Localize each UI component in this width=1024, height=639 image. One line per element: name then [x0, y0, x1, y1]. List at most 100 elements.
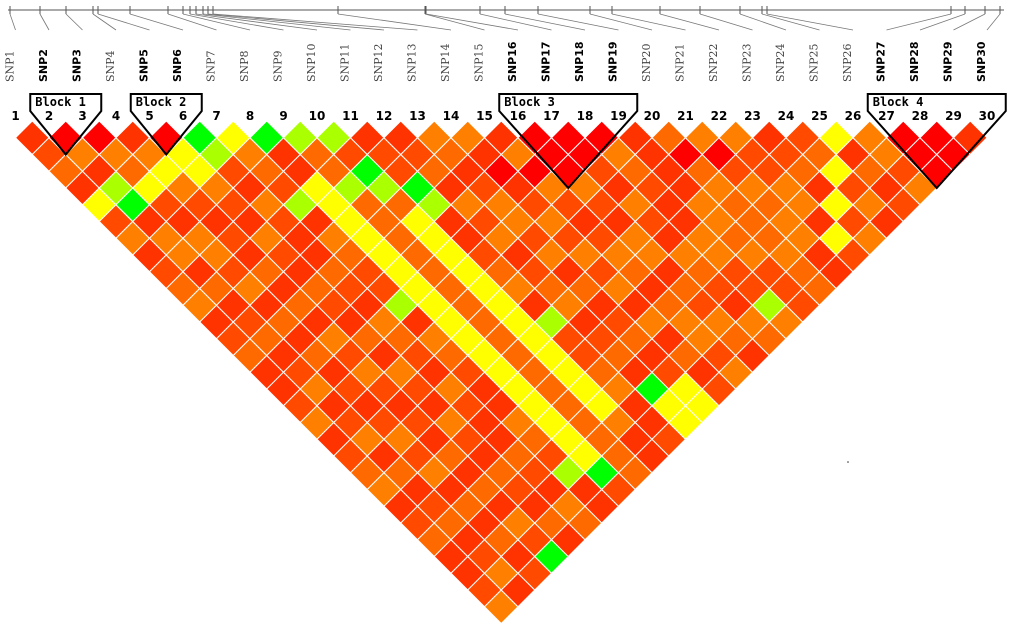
position-connector-13: [212, 13, 418, 31]
snp-index-14: 14: [443, 109, 460, 123]
position-connector-18: [504, 13, 586, 31]
position-connector-23: [699, 13, 753, 31]
snp-name-22: SNP22: [707, 43, 720, 82]
snp-name-9: SNP9: [272, 50, 285, 82]
snp-name-24: SNP24: [774, 43, 787, 82]
snp-index-21: 21: [677, 109, 694, 123]
snp-index-15: 15: [476, 109, 493, 123]
position-connector-9: [189, 13, 284, 31]
position-connector-8: [182, 13, 251, 31]
position-connector-29: [953, 13, 986, 31]
position-connector-24: [739, 13, 787, 31]
snp-index-2: 2: [45, 109, 53, 123]
snp-name-6: SNP6: [171, 49, 184, 82]
position-connector-26: [766, 13, 854, 31]
position-connector-19: [537, 13, 619, 31]
block-outline-1: [29, 93, 103, 157]
snp-index-22: 22: [711, 109, 728, 123]
snp-index-30: 30: [979, 109, 996, 123]
snp-index-29: 29: [945, 109, 962, 123]
snp-position-ticks: [8, 6, 1004, 31]
position-connector-21: [611, 13, 686, 31]
snp-index-8: 8: [246, 109, 254, 123]
snp-index-19: 19: [610, 109, 627, 123]
position-connector-6: [129, 13, 184, 31]
snp-name-23: SNP23: [741, 43, 754, 82]
snp-name-5: SNP5: [138, 49, 151, 82]
position-connector-3: [65, 13, 83, 31]
snp-index-1: 1: [11, 109, 19, 123]
snp-index-12: 12: [376, 109, 393, 123]
block-label-4: Block 4: [873, 95, 924, 109]
snp-index-26: 26: [845, 109, 862, 123]
snp-name-11: SNP11: [339, 43, 352, 82]
position-connector-2: [39, 13, 50, 31]
snp-index-25: 25: [811, 109, 828, 123]
snp-index-16: 16: [510, 109, 527, 123]
snp-name-17: SNP17: [540, 42, 553, 83]
snp-index-9: 9: [279, 109, 287, 123]
block-outline-3: [498, 93, 639, 190]
snp-index-7: 7: [212, 109, 220, 123]
position-connector-11: [202, 13, 351, 31]
position-connector-10: [195, 13, 318, 31]
snp-index-3: 3: [78, 109, 86, 123]
position-connector-25: [761, 13, 820, 31]
snp-name-2: SNP2: [37, 49, 50, 82]
snp-name-13: SNP13: [406, 43, 419, 82]
snp-name-3: SNP3: [71, 49, 84, 82]
snp-name-10: SNP10: [305, 43, 318, 82]
snp-index-10: 10: [309, 109, 326, 123]
snp-index-11: 11: [342, 109, 359, 123]
snp-index-17: 17: [543, 109, 560, 123]
snp-name-21: SNP21: [674, 43, 687, 82]
position-connector-20: [589, 13, 653, 31]
snp-name-1: SNP1: [4, 50, 17, 82]
block-label-1: Block 1: [35, 95, 86, 109]
snp-name-18: SNP18: [573, 42, 586, 83]
snp-name-labels: SNP1 SNP2 SNP3 SNP4 SNP5 SNP6 SNP7 SNP8 SNP9 SNP1…: [4, 41, 989, 82]
haplotype-blocks: Block 1 Block 2 Block 3 Block 4: [29, 93, 1007, 190]
snp-index-27: 27: [878, 109, 895, 123]
position-connector-15: [424, 13, 485, 31]
snp-name-4: SNP4: [104, 50, 117, 82]
position-connector-1: [9, 13, 16, 31]
snp-name-20: SNP20: [640, 43, 653, 82]
position-connector-4: [92, 13, 117, 31]
snp-name-16: SNP16: [506, 41, 519, 82]
snp-name-12: SNP12: [372, 43, 385, 82]
snp-name-27: SNP27: [875, 42, 888, 83]
snp-name-30: SNP30: [975, 41, 988, 82]
block-outline-4: [866, 93, 1007, 190]
position-connector-27: [886, 13, 952, 31]
snp-index-24: 24: [778, 109, 795, 123]
position-connector-7: [167, 13, 217, 31]
snp-index-4: 4: [112, 109, 120, 123]
snp-name-19: SNP19: [607, 42, 620, 83]
block-label-2: Block 2: [136, 95, 187, 109]
position-connector-28: [919, 13, 966, 31]
snp-name-28: SNP28: [908, 42, 921, 83]
position-connector-14: [337, 13, 452, 31]
snp-name-7: SNP7: [205, 50, 218, 82]
position-connector-12: [207, 13, 385, 31]
position-connector-22: [659, 13, 720, 31]
position-connector-17: [479, 13, 552, 31]
snp-index-labels: 1 2 3 4 5 6 7 8 9 10 11 12 13 14 15 16 17 18 19 20 21 22 23 24 2…: [11, 109, 995, 123]
snp-index-28: 28: [912, 109, 929, 123]
position-connector-5: [97, 13, 150, 31]
snp-name-29: SNP29: [942, 42, 955, 83]
block-outline-2: [129, 93, 203, 157]
ld-cells: [14, 120, 988, 625]
snp-index-6: 6: [179, 109, 187, 123]
block-label-3: Block 3: [504, 95, 555, 109]
snp-index-13: 13: [409, 109, 426, 123]
snp-name-25: SNP25: [808, 43, 821, 82]
ld-cell-29-30: [952, 120, 988, 156]
snp-name-26: SNP26: [841, 43, 854, 82]
snp-name-15: SNP15: [473, 43, 486, 82]
stray-dot: [847, 461, 849, 463]
snp-index-20: 20: [644, 109, 661, 123]
snp-name-14: SNP14: [439, 43, 452, 82]
